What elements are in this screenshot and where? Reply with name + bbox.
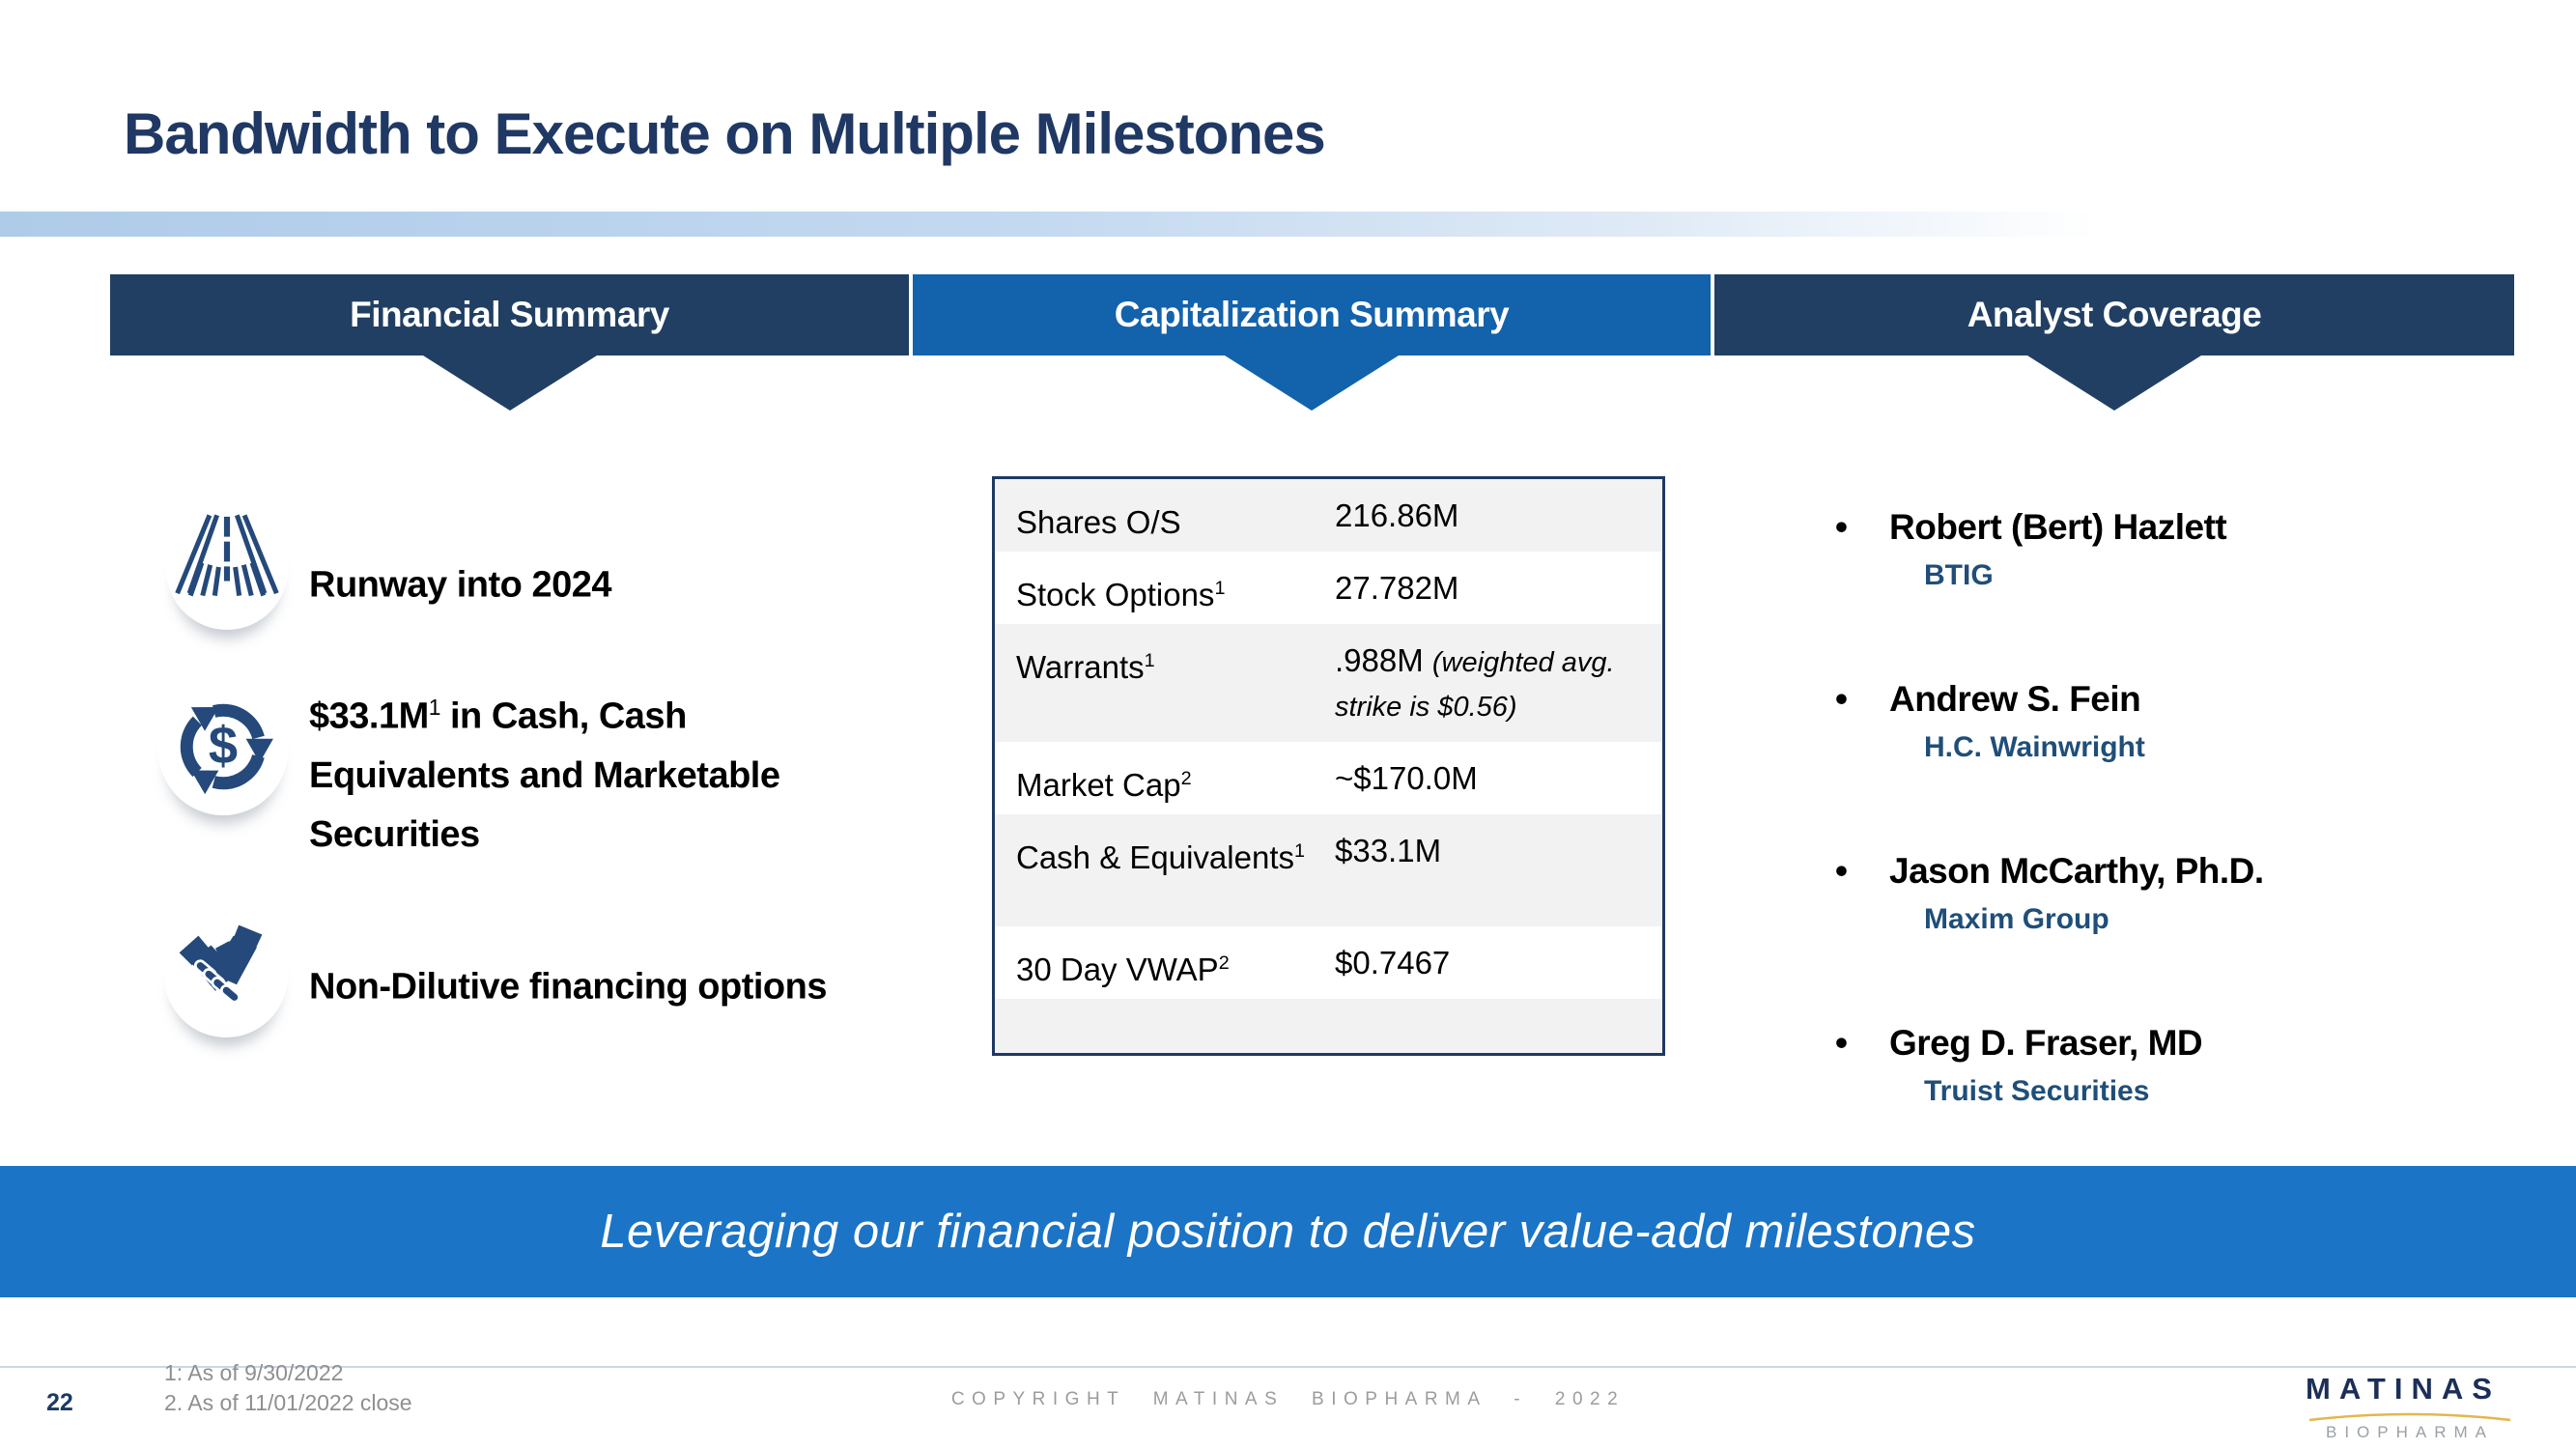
analyst-name: Greg D. Fraser, MD <box>1889 1023 2203 1063</box>
table-row: Market Cap2 ~$170.0M <box>995 742 1662 814</box>
tab-label: Financial Summary <box>350 295 669 334</box>
analyst-firm: Maxim Group <box>1924 903 2109 935</box>
table-row: Stock Options1 27.782M <box>995 552 1662 624</box>
row-value: ~$170.0M <box>1335 760 1478 796</box>
bullet: • <box>1835 851 1848 891</box>
analyst-name: Robert (Bert) Hazlett <box>1889 507 2227 547</box>
table-row: Warrants1 .988M (weighted avg. strike is… <box>995 624 1662 742</box>
tab-label: Capitalization Summary <box>1114 295 1510 334</box>
row-value: 216.86M <box>1335 497 1459 533</box>
tab-pointer-arrow <box>1225 355 1399 411</box>
financial-item-runway: Runway into 2024 <box>309 564 611 606</box>
analyst-name: Jason McCarthy, Ph.D. <box>1889 851 2264 891</box>
capitalization-table: Shares O/S 216.86M Stock Options1 27.782… <box>992 476 1665 1056</box>
footnote-1: 1: As of 9/30/2022 <box>164 1360 344 1385</box>
table-row: Shares O/S 216.86M <box>995 479 1662 552</box>
analyst-firm: H.C. Wainwright <box>1924 731 2145 763</box>
tab-label: Analyst Coverage <box>1967 295 2262 334</box>
matinas-logo: MATINAS BIOPHARMA <box>2306 1372 2514 1442</box>
list-item: • Andrew S. Fein H.C. Wainwright <box>1835 678 2492 765</box>
analyst-firm: Truist Securities <box>1924 1075 2150 1107</box>
svg-text:$: $ <box>209 717 238 776</box>
logo-gold-arc <box>2308 1412 2511 1422</box>
tab-pointer-arrow <box>2027 355 2201 411</box>
page-title: Bandwidth to Execute on Multiple Milesto… <box>124 101 1326 166</box>
handshake-icon <box>164 914 288 1037</box>
tab-financial-summary[interactable]: Financial Summary <box>110 274 909 411</box>
row-value: $33.1M <box>1335 833 1442 868</box>
tab-pointer-arrow <box>422 355 597 411</box>
row-value: 27.782M <box>1335 570 1459 606</box>
table-row: 30 Day VWAP2 $0.7467 <box>995 926 1662 999</box>
cash-cycle-icon: $ <box>158 686 288 815</box>
analyst-coverage-list: • Robert (Bert) Hazlett BTIG • Andrew S. F… <box>1835 506 2492 1194</box>
logo-subtitle: BIOPHARMA <box>2325 1423 2495 1441</box>
financial-item-cash: $33.1M1 in Cash, Cash Equivalents and Ma… <box>309 695 780 855</box>
row-label: 30 Day VWAP2 <box>1016 952 1230 987</box>
footer-divider <box>0 1366 2576 1368</box>
banner-text: Leveraging our financial position to del… <box>600 1206 1976 1258</box>
copyright-text: COPYRIGHT MATINAS BIOPHARMA - 2022 <box>950 1389 1626 1409</box>
analyst-name: Andrew S. Fein <box>1889 679 2141 719</box>
tab-analyst-coverage[interactable]: Analyst Coverage <box>1714 274 2514 411</box>
row-label: Shares O/S <box>1016 504 1181 540</box>
row-label: Cash & Equivalents1 <box>1016 839 1306 875</box>
page-number: 22 <box>46 1389 73 1416</box>
tab-capitalization-summary[interactable]: Capitalization Summary <box>913 274 1711 411</box>
bullet: • <box>1835 679 1848 719</box>
row-value: .988M (weighted avg. strike is $0.56) <box>1335 642 1615 723</box>
row-label: Stock Options1 <box>1016 577 1226 612</box>
row-label: Market Cap2 <box>1016 767 1192 803</box>
table-row: Cash & Equivalents1 $33.1M <box>995 814 1662 926</box>
row-label <box>995 999 1335 1022</box>
footnote-2: 2. As of 11/01/2022 close <box>164 1390 412 1415</box>
row-value <box>1335 999 1662 1022</box>
logo-wordmark: MATINAS <box>2306 1372 2501 1406</box>
table-row <box>995 999 1662 1053</box>
row-label: Warrants1 <box>1016 649 1155 685</box>
bottom-banner: Leveraging our financial position to del… <box>0 1166 2576 1297</box>
runway-icon <box>166 508 288 630</box>
financial-item-nondilutive: Non-Dilutive financing options <box>309 966 827 1008</box>
analyst-firm: BTIG <box>1924 559 1994 591</box>
row-value: $0.7467 <box>1335 945 1451 980</box>
list-item: • Jason McCarthy, Ph.D. Maxim Group <box>1835 850 2492 937</box>
title-underline-bar <box>0 212 2279 237</box>
bullet: • <box>1835 507 1848 547</box>
bullet: • <box>1835 1023 1848 1063</box>
list-item: • Greg D. Fraser, MD Truist Securities <box>1835 1022 2492 1109</box>
footnotes: 1: As of 9/30/2022 2. As of 11/01/2022 c… <box>164 1358 412 1418</box>
list-item: • Robert (Bert) Hazlett BTIG <box>1835 506 2492 593</box>
